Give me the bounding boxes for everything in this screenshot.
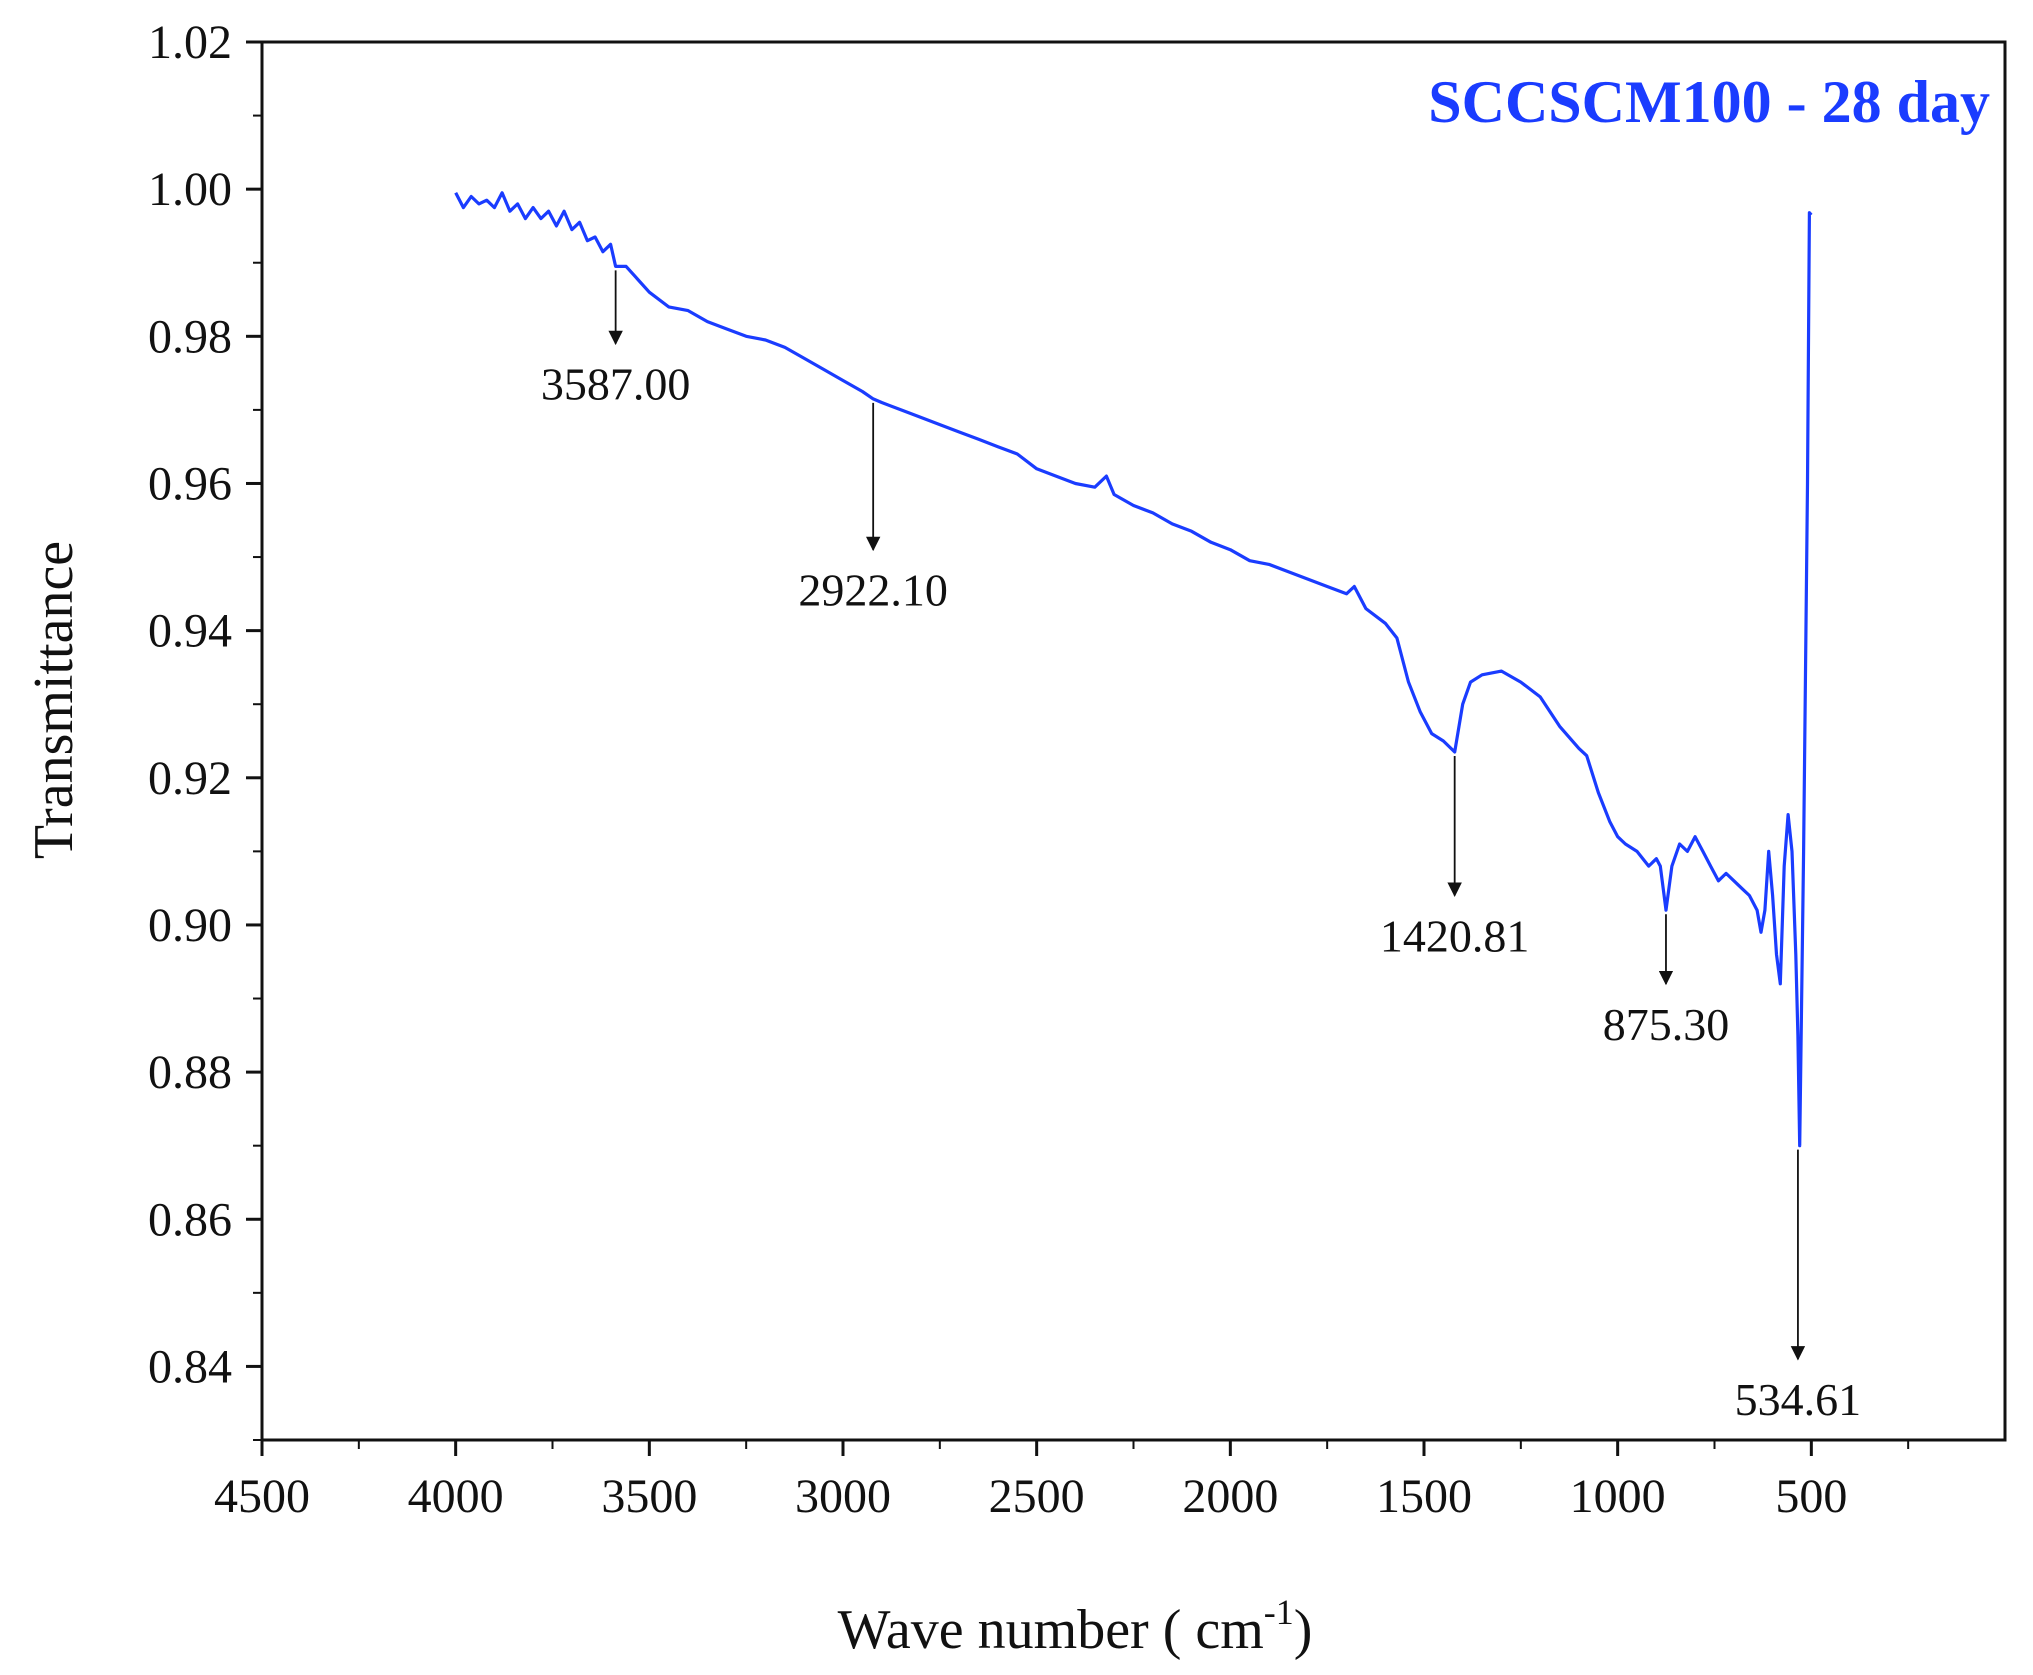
y-tick-label: 0.88 — [148, 1046, 232, 1099]
x-tick-label: 3000 — [795, 1470, 891, 1523]
y-tick-label: 0.98 — [148, 310, 232, 363]
x-tick-label: 500 — [1775, 1470, 1847, 1523]
peak-label: 534.61 — [1735, 1374, 1862, 1425]
x-tick-label: 3500 — [601, 1470, 697, 1523]
x-tick-label: 4000 — [408, 1470, 504, 1523]
y-tick-label: 0.90 — [148, 899, 232, 952]
x-tick-label: 1000 — [1570, 1470, 1666, 1523]
y-tick-label: 1.00 — [148, 163, 232, 216]
ticks-layer: 4500 4000 3500 3000 2500 2000 1500 1000 500 0.84 0… — [148, 16, 1910, 1523]
x-tick-label: 1500 — [1376, 1470, 1472, 1523]
y-axis-title: Transmittance — [23, 541, 85, 859]
y-tick-label: 1.02 — [148, 16, 232, 69]
x-axis-title-superscript: -1 — [1264, 1592, 1294, 1632]
y-tick-label: 0.92 — [148, 752, 232, 805]
peak-label: 3587.00 — [541, 359, 691, 410]
y-tick-label: 0.84 — [148, 1340, 232, 1393]
annotation-layer: 3587.00 2922.10 1420.81 875.30 534.61 — [541, 270, 1861, 1425]
x-tick-label: 2500 — [989, 1470, 1085, 1523]
x-axis-title-main: Wave number ( cm — [838, 1599, 1264, 1661]
y-tick-label: 0.96 — [148, 457, 232, 510]
y-tick-label: 0.94 — [148, 605, 232, 658]
chart-title: SCCSCM100 - 28 day — [1428, 69, 1990, 135]
y-tick-label: 0.86 — [148, 1193, 232, 1246]
x-axis-title: Wave number ( cm-1) — [838, 1592, 1313, 1661]
plot-frame — [260, 40, 2007, 1442]
peak-label: 1420.81 — [1380, 911, 1530, 962]
series-line — [454, 191, 1813, 1148]
x-tick-label: 4500 — [214, 1470, 310, 1523]
peak-label: 875.30 — [1603, 999, 1730, 1050]
series-layer — [454, 191, 1813, 1148]
x-tick-label: 2000 — [1182, 1470, 1278, 1523]
peak-label: 2922.10 — [798, 565, 948, 616]
x-axis-title-close: ) — [1294, 1599, 1313, 1661]
plot-frame-layer — [260, 40, 2007, 1442]
